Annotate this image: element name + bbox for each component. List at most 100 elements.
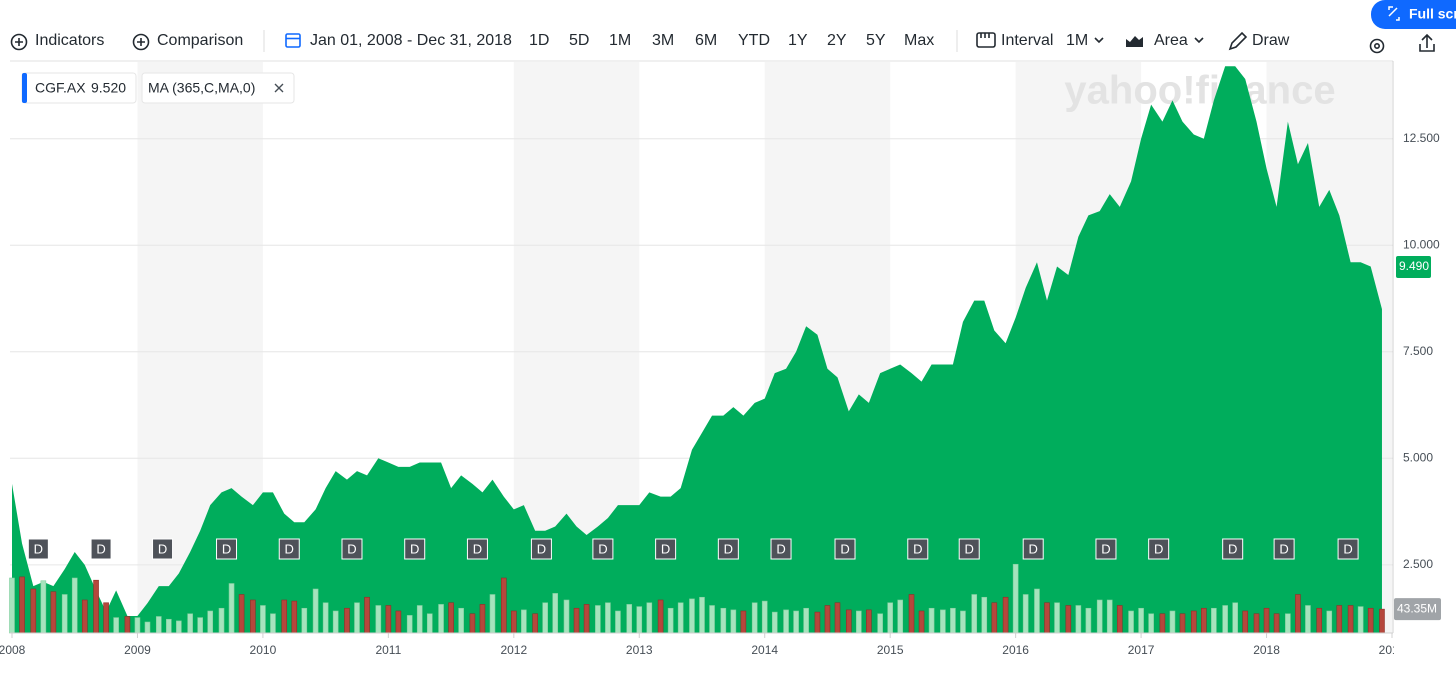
volume-bar (238, 594, 245, 634)
dividend-marker[interactable] (655, 538, 677, 560)
x-tick-label: 2013 (626, 643, 653, 657)
volume-bar (1295, 594, 1301, 634)
range-button[interactable]: 5Y (866, 32, 886, 49)
dividend-marker[interactable] (592, 538, 614, 560)
volume-bar (709, 605, 715, 634)
legend-symbol: CGF.AX (35, 80, 86, 96)
dividend-marker[interactable] (216, 538, 238, 560)
dividend-marker[interactable] (90, 538, 112, 560)
draw-icon[interactable] (1228, 31, 1248, 51)
full-screen-label[interactable]: Full screen (1409, 6, 1456, 22)
volume-bar (740, 610, 747, 634)
volume-bar (583, 604, 590, 634)
dividend-marker[interactable] (1273, 538, 1295, 560)
dividend-marker[interactable] (530, 538, 552, 560)
dividend-marker[interactable] (958, 538, 980, 560)
range-button[interactable]: 3M (652, 32, 674, 49)
interval-icon (980, 33, 990, 38)
volume-bar (155, 616, 162, 634)
comparison-button[interactable]: Comparison (157, 32, 243, 49)
draw-button[interactable]: Draw (1252, 32, 1290, 49)
interval-label[interactable]: Interval (1001, 32, 1053, 49)
range-button[interactable]: 1M (609, 32, 631, 49)
range-button[interactable]: 5D (569, 32, 589, 49)
range-button[interactable]: Max (904, 32, 934, 49)
comparison-icon[interactable] (132, 33, 150, 51)
range-button[interactable]: 2Y (827, 32, 847, 49)
dividend-marker[interactable] (278, 538, 300, 560)
volume-bar (636, 606, 643, 634)
indicators-button[interactable]: Indicators (35, 32, 104, 49)
dividend-label: D (34, 541, 43, 556)
dividend-marker[interactable] (717, 538, 739, 560)
dividend-marker[interactable] (466, 538, 488, 560)
range-button[interactable]: YTD (738, 32, 770, 49)
dividend-marker[interactable] (341, 538, 363, 560)
area-icon[interactable] (1126, 36, 1143, 47)
dividend-marker[interactable] (404, 538, 426, 560)
indicators-icon[interactable] (10, 33, 28, 51)
volume-bar (30, 588, 37, 634)
dividend-marker[interactable] (1022, 538, 1044, 560)
interval-value[interactable]: 1M (1066, 32, 1088, 49)
share-icon[interactable] (1419, 33, 1435, 52)
volume-bar (489, 594, 496, 634)
dividend-label: D (473, 541, 482, 556)
volume-bar (1357, 606, 1364, 634)
volume-bar (908, 594, 915, 634)
volume-tag-label: 43.35M (1397, 601, 1437, 615)
dividend-marker[interactable] (1148, 538, 1170, 560)
volume-bar (301, 607, 308, 634)
volume-bar (552, 593, 559, 634)
volume-bar (1222, 605, 1228, 634)
volume-bar (9, 577, 15, 634)
volume-bar (1201, 607, 1207, 634)
dividend-label: D (840, 541, 849, 556)
remove-indicator[interactable] (274, 83, 284, 93)
chart-type[interactable]: Area (1154, 32, 1188, 49)
volume-bar (416, 605, 423, 634)
dividend-label: D (96, 541, 105, 556)
legend-box[interactable] (141, 72, 295, 104)
dividend-label: D (222, 541, 231, 556)
dividend-label: D (347, 541, 356, 556)
volume-bar (626, 604, 633, 634)
volume-bar (113, 617, 119, 634)
dividend-marker[interactable] (907, 538, 929, 560)
volume-bar (981, 596, 988, 634)
range-button[interactable]: 6M (695, 32, 717, 49)
range-button[interactable]: 1D (529, 32, 549, 49)
volume-bar (218, 607, 225, 634)
date-range[interactable]: Jan 01, 2008 - Dec 31, 2018 (310, 32, 512, 49)
dividend-marker[interactable] (152, 538, 174, 560)
volume-bar (605, 602, 611, 634)
volume-bar (93, 579, 99, 634)
dividend-marker[interactable] (1095, 538, 1117, 560)
range-button[interactable]: 1Y (788, 32, 808, 49)
volume-bar (720, 607, 727, 634)
dividend-marker[interactable] (27, 538, 49, 560)
dividend-marker[interactable] (1337, 538, 1359, 560)
volume-bar (395, 610, 402, 634)
volume-bar (928, 607, 935, 634)
volume-bar (50, 591, 57, 634)
interval-icon[interactable] (976, 32, 996, 48)
volume-bar (438, 604, 444, 634)
dividend-label: D (285, 541, 294, 556)
volume-bar (291, 600, 298, 634)
volume-bar (1379, 608, 1385, 634)
volume-bar (1305, 605, 1311, 634)
settings-icon[interactable] (1369, 38, 1385, 54)
volume-bar (469, 613, 476, 634)
calendar-icon[interactable] (285, 33, 301, 48)
dividend-label: D (1101, 541, 1110, 556)
dividend-marker[interactable] (770, 538, 792, 560)
x-tick-label: 2012 (500, 643, 527, 657)
volume-bar (991, 602, 998, 634)
volume-bar (971, 594, 978, 634)
volume-bar (19, 576, 25, 634)
dividend-marker[interactable] (1222, 538, 1244, 560)
dividend-marker[interactable] (834, 538, 856, 560)
x-tick-label: 2018 (1253, 643, 1280, 657)
